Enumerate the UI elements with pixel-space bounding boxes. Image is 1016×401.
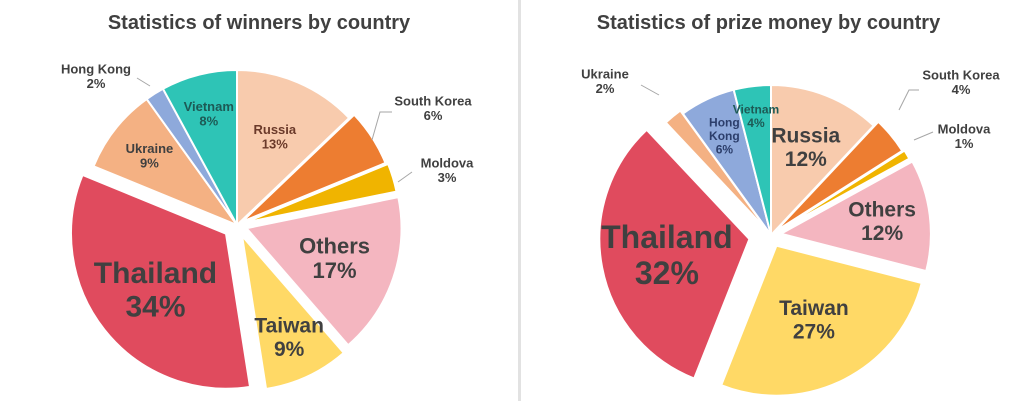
slice-value-south-korea: 6% bbox=[424, 108, 443, 123]
slice-value-russia: 12% bbox=[785, 148, 827, 171]
slice-label-russia: Russia bbox=[771, 125, 840, 148]
pie-slice-others bbox=[244, 195, 403, 347]
leader-line-hong-kong bbox=[136, 77, 151, 87]
slice-value-others: 12% bbox=[861, 222, 903, 245]
pie-slice-taiwan bbox=[240, 232, 346, 391]
slice-label-vietnam: Vietnam bbox=[184, 99, 234, 114]
leader-line-ukraine bbox=[640, 84, 660, 96]
slice-value-taiwan: 9% bbox=[274, 338, 305, 361]
pie-slice-vietnam bbox=[161, 68, 238, 226]
slice-label-others: Others bbox=[299, 233, 370, 258]
pie-slice-south-korea bbox=[241, 113, 387, 223]
slice-value-vietnam: 8% bbox=[199, 114, 218, 129]
prize-money-chart-panel: Statistics of prize money by country Rus… bbox=[521, 0, 1016, 401]
slice-label-russia: Russia bbox=[253, 122, 296, 137]
slice-value-moldova: 1% bbox=[955, 136, 974, 151]
pie-slice-moldova bbox=[244, 162, 398, 224]
slice-label-moldova: Moldova bbox=[421, 155, 474, 170]
pie-slice-others bbox=[778, 160, 932, 273]
slice-label-thailand: Thailand bbox=[601, 219, 733, 255]
pie-slice-south-korea bbox=[774, 120, 904, 233]
chart-title: Statistics of prize money by country bbox=[596, 12, 941, 34]
pie-slice-ukraine bbox=[664, 109, 770, 233]
leader-line-moldova bbox=[913, 131, 934, 141]
slice-value-hong-kong: 6% bbox=[716, 143, 734, 157]
slice-label-hong-kong: Kong bbox=[709, 129, 740, 143]
slice-label-taiwan: Taiwan bbox=[254, 315, 324, 338]
slice-value-ukraine: 9% bbox=[140, 156, 159, 171]
slice-value-others: 17% bbox=[313, 258, 357, 283]
pie-slice-moldova bbox=[777, 149, 911, 232]
leader-line-south-korea bbox=[371, 111, 392, 141]
slice-label-vietnam: Vietnam bbox=[733, 102, 779, 116]
slice-label-taiwan: Taiwan bbox=[779, 297, 849, 320]
slice-label-south-korea: South Korea bbox=[922, 67, 1000, 82]
slice-label-hong-kong: Hong Kong bbox=[61, 61, 131, 76]
slice-label-south-korea: South Korea bbox=[394, 93, 472, 108]
pie-slice-thailand bbox=[70, 173, 252, 390]
slice-value-taiwan: 27% bbox=[793, 320, 835, 343]
slice-value-moldova: 3% bbox=[438, 170, 457, 185]
slice-label-moldova: Moldova bbox=[938, 121, 991, 136]
leader-line-south-korea bbox=[898, 89, 919, 111]
slice-value-south-korea: 4% bbox=[952, 82, 971, 97]
pie-slice-russia bbox=[236, 68, 351, 228]
pie-slice-vietnam bbox=[732, 83, 772, 236]
chart-title: Statistics of winners by country bbox=[107, 12, 411, 34]
pie-slice-ukraine bbox=[92, 97, 240, 228]
slice-value-russia: 13% bbox=[262, 136, 288, 151]
slice-value-thailand: 32% bbox=[635, 255, 699, 291]
chart-divider bbox=[518, 0, 521, 401]
pie-slice-taiwan bbox=[719, 244, 923, 397]
leader-line-moldova bbox=[397, 171, 413, 183]
pie-slice-russia bbox=[770, 83, 876, 238]
slice-label-hong-kong: Hong bbox=[709, 116, 740, 130]
slice-value-ukraine: 2% bbox=[596, 81, 615, 96]
slice-label-others: Others bbox=[848, 199, 916, 222]
winners-chart-panel: Statistics of winners by country Russia 1… bbox=[60, 12, 475, 391]
pie-slice-thailand bbox=[598, 128, 751, 380]
slice-label-thailand: Thailand bbox=[94, 257, 217, 290]
slice-label-ukraine: Ukraine bbox=[126, 141, 174, 156]
slice-label-ukraine: Ukraine bbox=[581, 66, 629, 81]
slice-value-vietnam: 4% bbox=[747, 116, 765, 130]
slice-value-hong-kong: 2% bbox=[87, 76, 106, 91]
slice-value-thailand: 34% bbox=[125, 291, 185, 324]
